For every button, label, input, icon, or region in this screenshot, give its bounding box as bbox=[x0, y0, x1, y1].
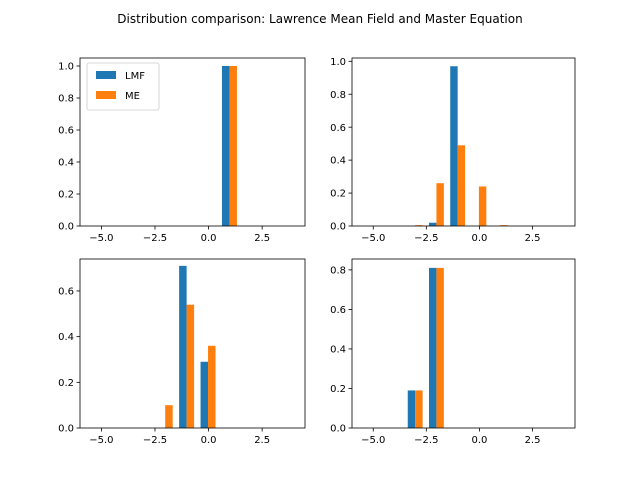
x-tick-label: 0.0 bbox=[471, 233, 487, 244]
x-tick-label: 0.0 bbox=[201, 435, 217, 446]
x-tick-label: 2.5 bbox=[525, 435, 541, 446]
bar-me bbox=[457, 145, 466, 226]
x-tick-label: −2.5 bbox=[143, 233, 167, 244]
x-tick-label: 2.5 bbox=[254, 435, 270, 446]
bar-lmf bbox=[221, 66, 230, 226]
x-tick-label: −2.5 bbox=[414, 435, 438, 446]
y-tick-label: 0.0 bbox=[330, 424, 346, 435]
x-tick-label: 2.5 bbox=[525, 233, 541, 244]
bar-lmf bbox=[200, 361, 209, 428]
x-tick-label: −2.5 bbox=[143, 435, 167, 446]
x-tick-label: −2.5 bbox=[414, 233, 438, 244]
legend-box bbox=[86, 62, 160, 111]
y-tick-label: 0.2 bbox=[330, 384, 346, 395]
bar-me bbox=[229, 66, 237, 226]
y-tick-label: 0.6 bbox=[330, 123, 346, 134]
legend: LMF ME bbox=[86, 62, 160, 111]
x-tick-label: −5.0 bbox=[89, 233, 113, 244]
subplot-top-right: −5.0 −2.5 0.0 2.5 0.0 0.2 0.4 0.6 0.8 1.0 bbox=[330, 57, 576, 244]
axes-frame bbox=[79, 57, 306, 227]
y-tick-label: 0.4 bbox=[58, 332, 74, 343]
y-tick-label: 0.8 bbox=[58, 94, 74, 105]
x-tick-label: 0.0 bbox=[471, 435, 487, 446]
y-tick-label: 1.0 bbox=[58, 62, 74, 73]
y-tick-label: 0.8 bbox=[330, 265, 346, 276]
y-tick-label: 0.6 bbox=[58, 287, 74, 298]
axes-frame bbox=[351, 258, 576, 429]
bar-me bbox=[500, 225, 508, 226]
y-tick-label: 1.0 bbox=[330, 57, 346, 68]
bar-lmf bbox=[407, 390, 416, 428]
y-tick-label: 0.0 bbox=[330, 222, 346, 233]
y-tick-label: 0.0 bbox=[58, 424, 74, 435]
bar-lmf bbox=[179, 265, 187, 428]
y-tick-label: 0.6 bbox=[330, 305, 346, 316]
y-tick-label: 0.4 bbox=[58, 158, 74, 169]
subplot-grid: −5.0 −2.5 0.0 2.50.00.20.40.60.81.0LMFME−5.… bbox=[58, 57, 576, 446]
subplot-bottom-left: −5.0 −2.5 0.0 2.5 0.0 0.2 0.4 0.6 bbox=[58, 258, 306, 446]
bar-lmf bbox=[428, 222, 437, 226]
x-tick-label: 2.5 bbox=[254, 233, 270, 244]
x-tick-label: −5.0 bbox=[361, 233, 385, 244]
x-tick-label: 0.0 bbox=[201, 233, 217, 244]
legend-label-me: ME bbox=[125, 91, 140, 102]
legend-label-lmf: LMF bbox=[125, 71, 145, 82]
bar-me bbox=[165, 405, 173, 428]
axes-frame bbox=[79, 258, 306, 429]
x-tick-label: −5.0 bbox=[361, 435, 385, 446]
legend-swatch-lmf bbox=[96, 71, 116, 79]
figure-title: Distribution comparison: Lawrence Mean F… bbox=[117, 12, 522, 26]
y-tick-label: 0.4 bbox=[330, 156, 346, 167]
y-tick-label: 0.2 bbox=[58, 378, 74, 389]
bar-me bbox=[436, 267, 444, 428]
bar-me bbox=[436, 183, 444, 226]
x-tick-label: −5.0 bbox=[89, 435, 113, 446]
subplot-bottom-right: −5.0 −2.5 0.0 2.5 0.0 0.2 0.4 0.6 0.8 bbox=[330, 258, 576, 446]
y-tick-label: 0.2 bbox=[330, 189, 346, 200]
bar-me bbox=[208, 345, 216, 428]
bar-lmf bbox=[450, 66, 458, 227]
bar-me bbox=[415, 225, 423, 226]
y-tick-label: 0.0 bbox=[58, 222, 74, 233]
bar-me bbox=[478, 186, 487, 226]
bar-me bbox=[415, 390, 423, 428]
bar-me bbox=[186, 304, 195, 428]
y-tick-label: 0.2 bbox=[58, 190, 74, 201]
bar-lmf bbox=[428, 267, 437, 428]
subplot-top-left: −5.0 −2.5 0.0 2.5 0.0 0.2 0.4 0.6 0.8 1.0 LMF ME bbox=[58, 57, 306, 244]
y-tick-label: 0.6 bbox=[58, 126, 74, 137]
y-tick-label: 0.8 bbox=[330, 90, 346, 101]
y-tick-label: 0.4 bbox=[330, 345, 346, 356]
legend-swatch-me bbox=[96, 91, 116, 99]
axes-frame bbox=[351, 57, 576, 227]
